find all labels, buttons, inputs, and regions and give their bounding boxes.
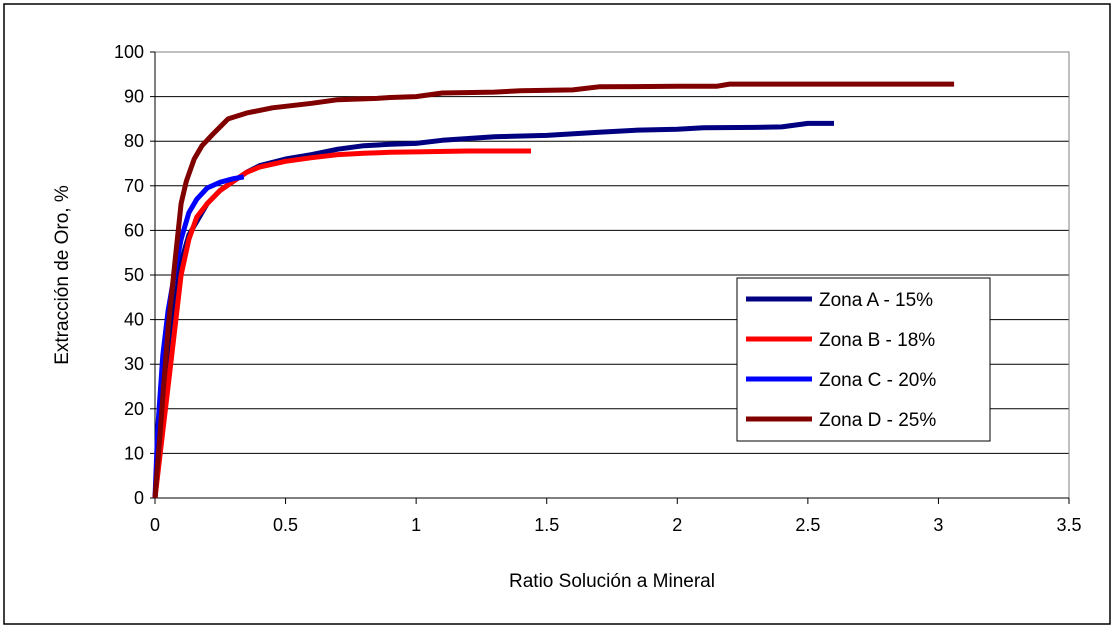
y-tick-label-7: 70	[124, 176, 144, 196]
legend-box	[736, 277, 991, 442]
x-axis-title: Ratio Solución a Mineral	[509, 571, 715, 592]
series-line-zona-d	[152, 81, 955, 499]
legend-label-b: Zona B - 18%	[819, 330, 935, 351]
x-tick-label-5: 2.5	[795, 515, 820, 535]
x-tick-label-4: 2	[672, 515, 682, 535]
axes: 0 10 20 30 40 50 60 70 80 90 100 0 0.5 1 1.5 2 2.5 3 3.5	[114, 42, 1082, 535]
y-tick-label-6: 60	[124, 220, 144, 240]
x-tick-label-1: 0.5	[273, 515, 298, 535]
legend: Zona A - 15% Zona B - 18% Zona C - 20% Zona…	[736, 277, 991, 442]
y-tick-label-3: 30	[124, 354, 144, 374]
legend-label-d: Zona D - 25%	[819, 410, 936, 431]
x-tick-label-7: 3.5	[1056, 515, 1081, 535]
y-tick-label-1: 10	[124, 443, 144, 463]
y-tick-label-2: 20	[124, 399, 144, 419]
legend-label-a: Zona A - 15%	[819, 290, 933, 311]
y-tick-label-10: 100	[114, 42, 144, 62]
legend-label-c: Zona C - 20%	[819, 370, 936, 391]
y-tick-label-9: 90	[124, 87, 144, 107]
y-tick-label-8: 80	[124, 131, 144, 151]
series-lines	[152, 81, 955, 499]
x-tick-label-6: 3	[933, 515, 943, 535]
y-tick-label-0: 0	[134, 488, 144, 508]
x-tick-label-2: 1	[411, 515, 421, 535]
x-tick-label-0: 0	[150, 515, 160, 535]
y-tick-label-4: 40	[124, 310, 144, 330]
y-tick-label-5: 50	[124, 265, 144, 285]
y-axis-title: Extracción de Oro, %	[52, 185, 73, 365]
x-tick-label-3: 1.5	[534, 515, 559, 535]
series-line-zona-c	[152, 174, 245, 499]
